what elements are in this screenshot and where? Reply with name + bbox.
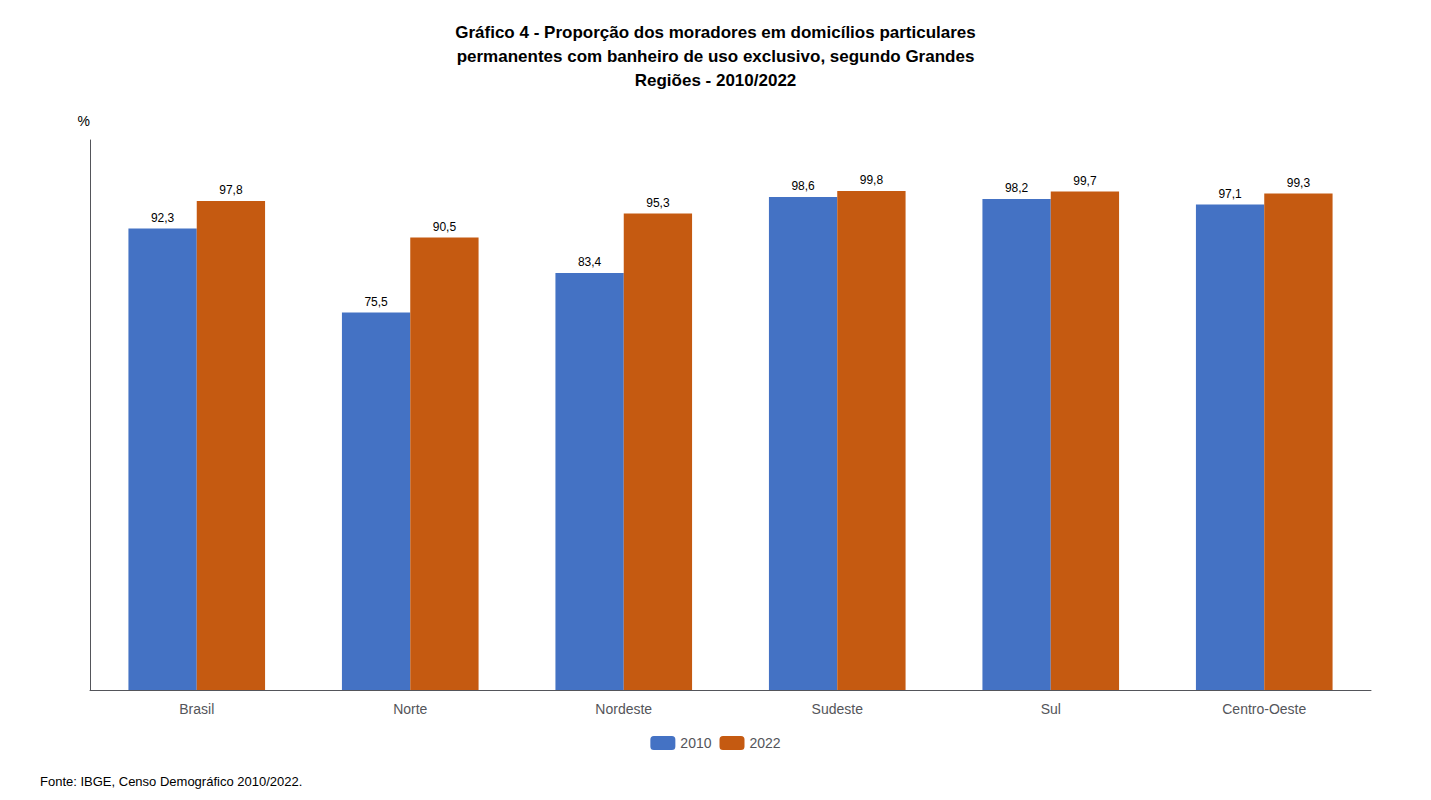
svg-text:98,2: 98,2: [1005, 181, 1029, 195]
svg-text:2022: 2022: [750, 735, 781, 751]
svg-text:99,7: 99,7: [1073, 174, 1097, 188]
svg-text:83,4: 83,4: [578, 255, 602, 269]
svg-text:Sul: Sul: [1041, 701, 1061, 717]
svg-text:99,8: 99,8: [860, 173, 884, 187]
svg-text:Centro-Oeste: Centro-Oeste: [1222, 701, 1306, 717]
svg-text:Brasil: Brasil: [179, 701, 214, 717]
svg-text:92,3: 92,3: [151, 211, 175, 225]
svg-text:Norte: Norte: [393, 701, 427, 717]
svg-text:2010: 2010: [680, 735, 711, 751]
svg-text:75,5: 75,5: [364, 295, 388, 309]
svg-text:Fonte: IBGE, Censo Demográfico: Fonte: IBGE, Censo Demográfico 2010/2022…: [40, 774, 302, 789]
svg-text:99,3: 99,3: [1287, 176, 1311, 190]
svg-text:90,5: 90,5: [433, 220, 457, 234]
svg-text:%: %: [78, 113, 90, 129]
svg-text:Nordeste: Nordeste: [595, 701, 652, 717]
svg-text:Regiões - 2010/2022: Regiões - 2010/2022: [635, 71, 797, 90]
svg-text:97,8: 97,8: [219, 183, 243, 197]
svg-text:permanentes com banheiro de us: permanentes com banheiro de uso exclusiv…: [457, 47, 975, 66]
svg-text:98,6: 98,6: [791, 179, 815, 193]
svg-text:Sudeste: Sudeste: [812, 701, 864, 717]
svg-text:95,3: 95,3: [646, 196, 670, 210]
svg-text:97,1: 97,1: [1218, 187, 1242, 201]
svg-text:Gráfico 4 - Proporção dos mora: Gráfico 4 - Proporção dos moradores em d…: [455, 23, 976, 42]
